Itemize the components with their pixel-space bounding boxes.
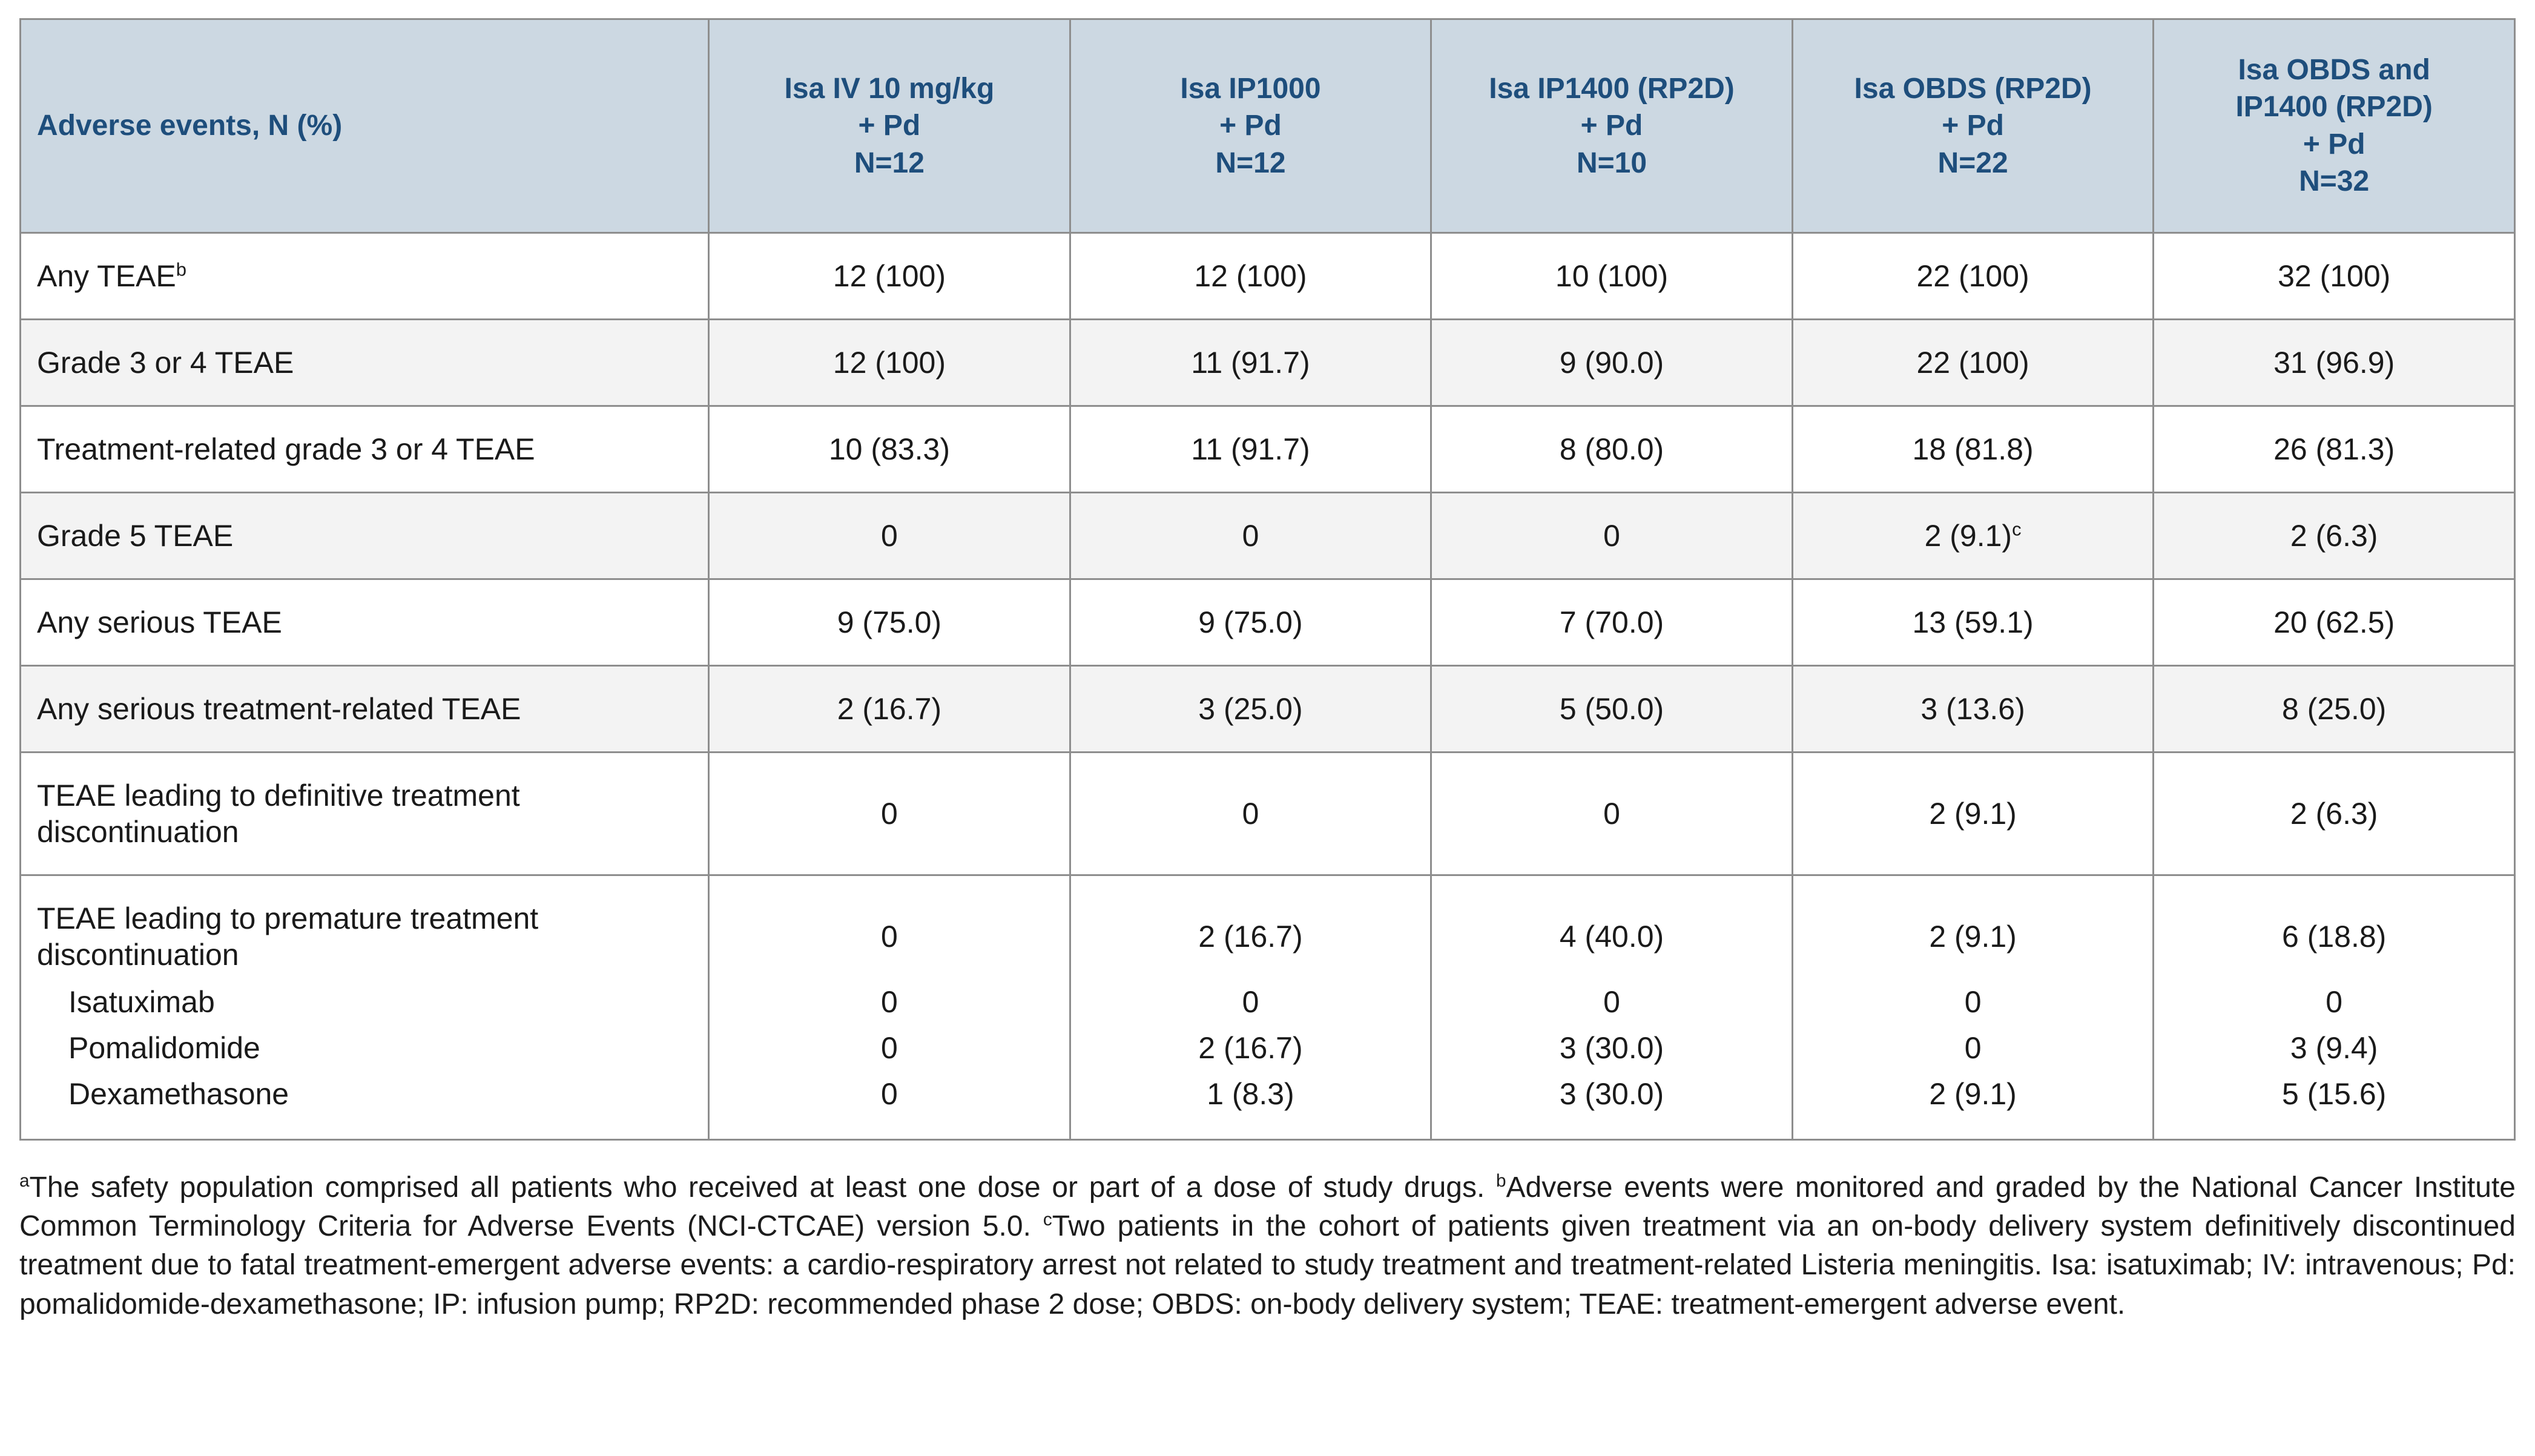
cell-value: 3 (30.0) [1431, 1070, 1793, 1141]
table-row-grade-3-4-teae: Grade 3 or 4 TEAE 12 (100) 11 (91.7) 9 (… [20, 319, 2516, 407]
cell-value: 3 (9.4) [2153, 1024, 2516, 1071]
row-label: Any serious TEAE [20, 579, 710, 667]
cell-value: 31 (96.9) [2153, 319, 2516, 407]
cell-value: 0 [708, 1070, 1071, 1141]
cell-value: 0 [708, 492, 1071, 580]
footnote: aThe safety population comprised all pat… [19, 1168, 2516, 1324]
cell-value: 10 (83.3) [708, 406, 1071, 493]
row-label: Any serious treatment-related TEAE [20, 665, 710, 753]
cell-value: 9 (90.0) [1431, 319, 1793, 407]
cell-value: 2 (16.7) [1070, 875, 1432, 979]
cell-value: 32 (100) [2153, 232, 2516, 320]
footnote-text-c: Two patients in the cohort of patients g… [19, 1210, 2516, 1320]
cell-value: 5 (50.0) [1431, 665, 1793, 753]
footnote-marker-b: b [176, 259, 186, 280]
cell-value: 11 (91.7) [1070, 319, 1432, 407]
column-header-isa-ip1000: Isa IP1000 + Pd N=12 [1070, 19, 1432, 234]
cell-value: 5 (15.6) [2153, 1070, 2516, 1141]
cell-value: 3 (25.0) [1070, 665, 1432, 753]
cell-value: 8 (80.0) [1431, 406, 1793, 493]
column-header-isa-obds: Isa OBDS (RP2D) + Pd N=22 [1792, 19, 2155, 234]
cell-value: 2 (16.7) [708, 665, 1071, 753]
cell-value: 8 (25.0) [2153, 665, 2516, 753]
cell-value: 11 (91.7) [1070, 406, 1432, 493]
cell-value: 13 (59.1) [1792, 579, 2155, 667]
footnote-marker-c: c [2012, 518, 2022, 540]
cell-value: 2 (6.3) [2153, 752, 2516, 876]
table-row-any-teae: Any TEAEb 12 (100) 12 (100) 10 (100) 22 … [20, 232, 2516, 320]
cell-value-text: 2 (9.1) [1924, 518, 2013, 553]
row-label: Dexamethasone [20, 1070, 710, 1141]
table-row-dexamethasone: Dexamethasone 0 1 (8.3) 3 (30.0) 2 (9.1)… [20, 1070, 2516, 1141]
table-row-pomalidomide: Pomalidomide 0 2 (16.7) 3 (30.0) 0 3 (9.… [20, 1024, 2516, 1071]
row-label: Pomalidomide [20, 1024, 710, 1071]
cell-value: 9 (75.0) [1070, 579, 1432, 667]
cell-value: 12 (100) [708, 319, 1071, 407]
table-row-any-serious-treatment-related: Any serious treatment-related TEAE 2 (16… [20, 665, 2516, 753]
cell-value: 0 [1792, 978, 2155, 1025]
cell-value: 0 [1792, 1024, 2155, 1071]
cell-value: 3 (30.0) [1431, 1024, 1793, 1071]
header-row: Adverse events, N (%) Isa IV 10 mg/kg + … [20, 19, 2516, 234]
cell-value: 22 (100) [1792, 232, 2155, 320]
cell-value: 2 (9.1) [1792, 752, 2155, 876]
cell-value: 18 (81.8) [1792, 406, 2155, 493]
cell-value: 12 (100) [708, 232, 1071, 320]
table-row-grade-5-teae: Grade 5 TEAE 0 0 0 2 (9.1)c 2 (6.3) [20, 492, 2516, 580]
table-row-teae-premature-discontinuation: TEAE leading to premature treatment disc… [20, 875, 2516, 979]
cell-value: 7 (70.0) [1431, 579, 1793, 667]
footnote-marker-a: a [19, 1170, 30, 1191]
cell-value: 2 (9.1) [1792, 875, 2155, 979]
cell-value: 2 (16.7) [1070, 1024, 1432, 1071]
cell-value: 12 (100) [1070, 232, 1432, 320]
cell-value: 0 [1431, 752, 1793, 876]
cell-value: 6 (18.8) [2153, 875, 2516, 979]
row-label: TEAE leading to premature treatment disc… [20, 875, 710, 979]
table-row-treatment-related-grade-3-4: Treatment-related grade 3 or 4 TEAE 10 (… [20, 406, 2516, 493]
column-header-isa-iv: Isa IV 10 mg/kg + Pd N=12 [708, 19, 1071, 234]
footnote-text-a: The safety population comprised all pati… [29, 1171, 1496, 1204]
row-label-text: Any TEAE [37, 259, 176, 293]
column-header-adverse-events: Adverse events, N (%) [20, 19, 710, 234]
table-row-any-serious-teae: Any serious TEAE 9 (75.0) 9 (75.0) 7 (70… [20, 579, 2516, 667]
row-label: Isatuximab [20, 978, 710, 1025]
cell-value: 2 (9.1) [1792, 1070, 2155, 1141]
adverse-events-table: Adverse events, N (%) Isa IV 10 mg/kg + … [19, 18, 2516, 1141]
cell-value: 3 (13.6) [1792, 665, 2155, 753]
cell-value: 0 [1431, 978, 1793, 1025]
footnote-marker-c: c [1043, 1210, 1052, 1230]
cell-value: 0 [1070, 492, 1432, 580]
cell-value: 1 (8.3) [1070, 1070, 1432, 1141]
cell-value: 0 [1070, 978, 1432, 1025]
cell-value: 4 (40.0) [1431, 875, 1793, 979]
table-row-isatuximab: Isatuximab 0 0 0 0 0 [20, 978, 2516, 1025]
row-label: Treatment-related grade 3 or 4 TEAE [20, 406, 710, 493]
cell-value: 0 [708, 978, 1071, 1025]
row-label: Any TEAEb [20, 232, 710, 320]
column-header-isa-obds-ip1400: Isa OBDS and IP1400 (RP2D) + Pd N=32 [2153, 19, 2516, 234]
cell-value: 9 (75.0) [708, 579, 1071, 667]
cell-value: 26 (81.3) [2153, 406, 2516, 493]
cell-value: 0 [2153, 978, 2516, 1025]
footnote-text-b: Adverse events were monitored and graded… [19, 1171, 2516, 1243]
cell-value: 0 [1070, 752, 1432, 876]
row-label: Grade 5 TEAE [20, 492, 710, 580]
cell-value: 0 [1431, 492, 1793, 580]
column-header-isa-ip1400: Isa IP1400 (RP2D) + Pd N=10 [1431, 19, 1793, 234]
cell-value: 0 [708, 875, 1071, 979]
row-label: TEAE leading to definitive treatment dis… [20, 752, 710, 876]
cell-value: 0 [708, 752, 1071, 876]
cell-value: 2 (6.3) [2153, 492, 2516, 580]
footnote-marker-b: b [1495, 1170, 1506, 1191]
cell-value: 2 (9.1)c [1792, 492, 2155, 580]
row-label: Grade 3 or 4 TEAE [20, 319, 710, 407]
cell-value: 0 [708, 1024, 1071, 1071]
cell-value: 20 (62.5) [2153, 579, 2516, 667]
cell-value: 22 (100) [1792, 319, 2155, 407]
cell-value: 10 (100) [1431, 232, 1793, 320]
table-row-teae-definitive-discontinuation: TEAE leading to definitive treatment dis… [20, 752, 2516, 876]
